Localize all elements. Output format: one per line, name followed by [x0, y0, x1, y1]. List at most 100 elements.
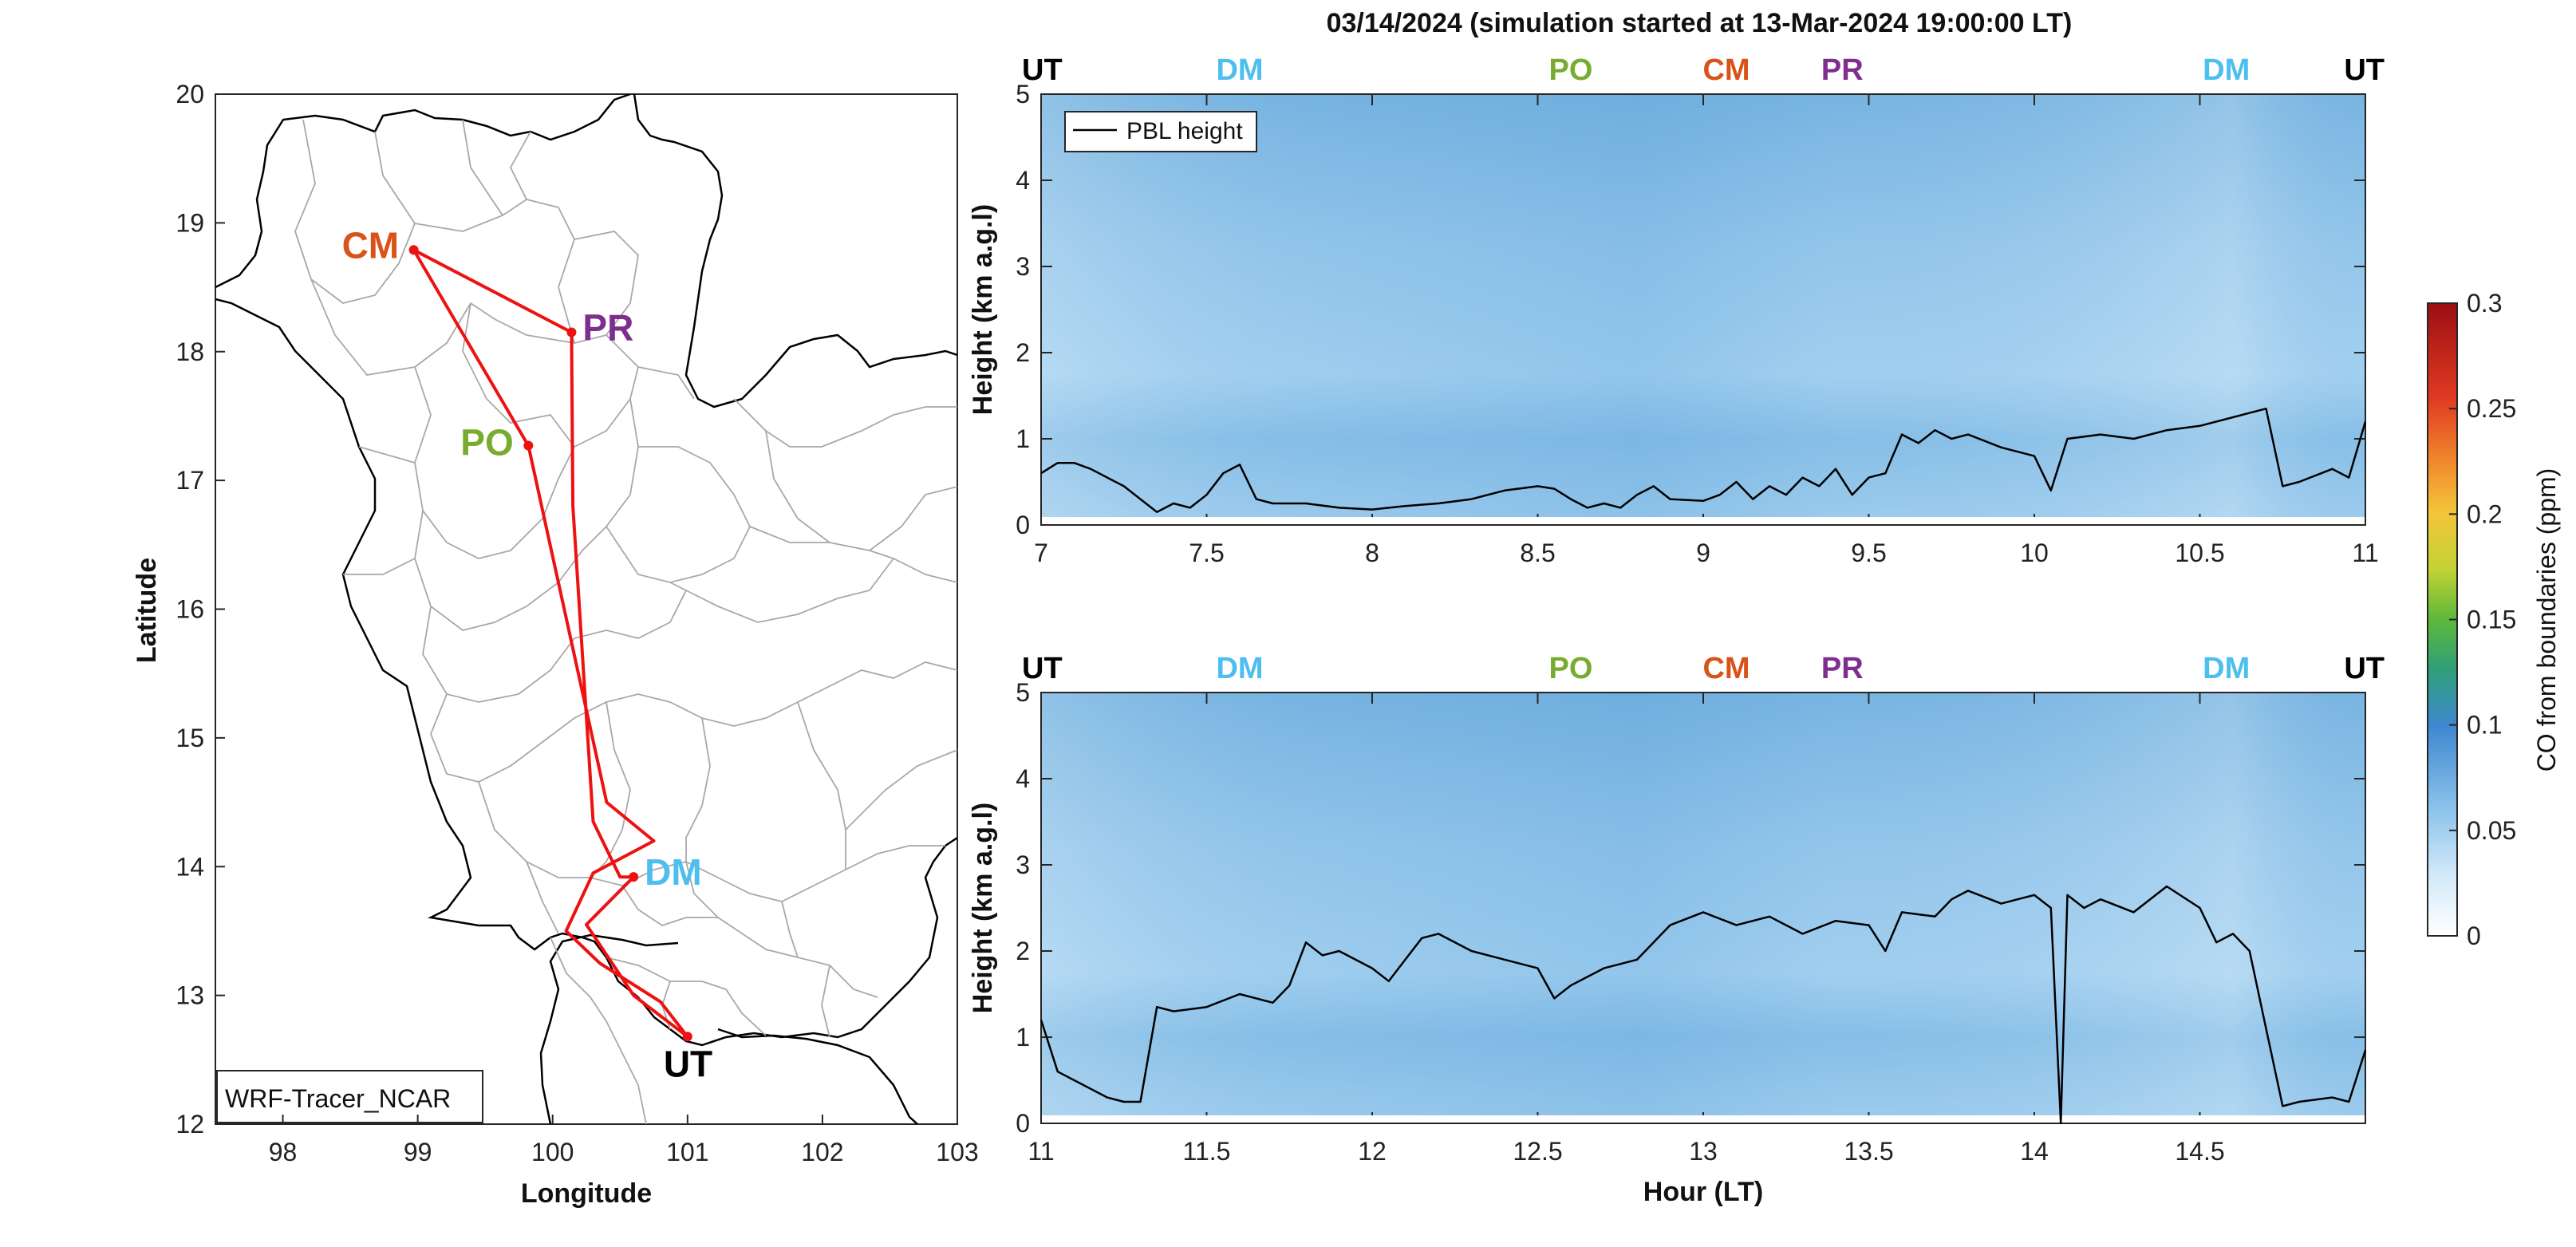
site-marker-po [523, 440, 534, 451]
map-axes-box [215, 93, 958, 1125]
y-tick-label: 3 [1016, 252, 1030, 281]
x-tick-label: 8 [1365, 539, 1379, 567]
site-time-label-ut: UT [1022, 53, 1063, 87]
bottom-y-label: Height (km a.g.l) [968, 803, 998, 1013]
y-tick-label: 2 [1016, 937, 1030, 965]
site-time-label-cm: CM [1702, 53, 1750, 87]
x-tick-label: 11 [2352, 539, 2378, 567]
x-tick-label: 14 [2020, 1137, 2049, 1166]
bottom-site-labels: UT DM PO CM PR DM UT [1022, 652, 2385, 685]
x-tick-label: 11 [1028, 1137, 1054, 1166]
x-tick-label: 7.5 [1189, 539, 1224, 567]
site-time-label-po: PO [1549, 652, 1593, 685]
site-label-cm: CM [342, 224, 400, 266]
colorbar-tick-label: 0.25 [2467, 394, 2516, 423]
map-y-tick-label: 18 [176, 337, 204, 366]
x-tick-label: 11.5 [1183, 1137, 1231, 1166]
x-tick-label: 13 [1689, 1137, 1718, 1166]
site-time-label-dm: DM [1216, 652, 1263, 685]
colorbar-tick-label: 0.1 [2467, 711, 2502, 740]
colorbar-tick-label: 0.3 [2467, 289, 2502, 318]
colorbar-ticks: 0 0.05 0.1 0.15 0.2 0.25 0.3 [2449, 289, 2516, 950]
site-time-label-ut: UT [2344, 53, 2385, 87]
top-pbl-line [1040, 407, 2367, 514]
x-tick-label: 9 [1696, 539, 1710, 567]
pbl-legend-label: PBL height [1126, 118, 1243, 144]
x-tick-label: 12 [1358, 1137, 1387, 1166]
colorbar-tick-label: 0 [2467, 921, 2481, 950]
pbl-legend-box [1064, 111, 1257, 152]
map-x-ticks: 98 99 100 101 102 103 [269, 1115, 979, 1166]
map-x-tick-label: 101 [666, 1138, 708, 1166]
site-label-po: PO [460, 422, 513, 464]
top-curtain-panel: 7 7.5 8 8.5 9 9.5 10 10.5 11 0 1 2 3 4 5 PBL height He… [968, 53, 2385, 567]
site-marker-ut [682, 1032, 692, 1042]
top-co-field-shading [1041, 94, 2365, 525]
y-tick-label: 0 [1016, 511, 1030, 539]
site-label-dm: DM [645, 851, 702, 893]
site-time-label-dm: DM [2203, 53, 2250, 87]
site-time-label-dm: DM [2203, 652, 2250, 685]
y-tick-label: 0 [1016, 1109, 1030, 1138]
map-x-tick-label: 98 [269, 1138, 298, 1166]
site-marker-pr [566, 327, 577, 337]
x-tick-label: 10 [2020, 539, 2049, 567]
site-time-label-ut: UT [2344, 652, 2385, 685]
site-time-label-pr: PR [1821, 652, 1864, 685]
site-markers: CM PR PO DM UT [342, 224, 713, 1084]
x-tick-label: 13.5 [1844, 1137, 1893, 1166]
site-label-pr: PR [582, 307, 633, 349]
map-y-tick-label: 15 [176, 724, 204, 752]
y-tick-label: 4 [1016, 166, 1030, 195]
map-y-tick-label: 19 [176, 208, 204, 237]
y-tick-label: 2 [1016, 338, 1030, 367]
colorbar-tick-label: 0.2 [2467, 499, 2502, 528]
province-boundaries [294, 119, 957, 1124]
y-tick-label: 5 [1016, 678, 1030, 707]
map-y-tick-label: 20 [176, 80, 204, 109]
top-axis-ticks: 7 7.5 8 8.5 9 9.5 10 10.5 11 0 1 2 3 4 5 [1016, 80, 2378, 567]
colorbar: 0 0.05 0.1 0.15 0.2 0.25 0.3 CO from boundarie… [2427, 289, 2561, 950]
y-tick-label: 5 [1016, 80, 1030, 109]
y-tick-label: 1 [1016, 1023, 1030, 1052]
map-x-tick-label: 102 [801, 1138, 843, 1166]
site-time-label-cm: CM [1702, 652, 1750, 685]
colorbar-tick-label: 0.05 [2467, 816, 2516, 845]
x-tick-label: 7 [1034, 539, 1048, 567]
site-time-label-po: PO [1549, 53, 1593, 87]
figure-title: 03/14/2024 (simulation started at 13-Mar… [1327, 8, 2073, 38]
map-y-label: Latitude [132, 558, 162, 663]
map-y-tick-label: 14 [176, 852, 204, 881]
y-tick-label: 1 [1016, 424, 1030, 453]
top-y-label: Height (km a.g.l) [968, 204, 998, 415]
map-y-tick-label: 12 [176, 1110, 204, 1138]
map-y-tick-label: 16 [176, 595, 204, 624]
bottom-x-label: Hour (LT) [1643, 1177, 1763, 1207]
site-time-label-dm: DM [1216, 53, 1263, 87]
map-x-tick-label: 99 [404, 1138, 432, 1166]
site-marker-dm [629, 872, 639, 882]
map-y-tick-label: 17 [176, 466, 204, 495]
map-legend-box [216, 1070, 483, 1123]
map-panel: CM PR PO DM UT WRF-Tracer_NCAR 98 99 100 101 102… [132, 80, 979, 1209]
x-tick-label: 8.5 [1520, 539, 1555, 567]
x-tick-label: 12.5 [1513, 1137, 1562, 1166]
y-tick-label: 4 [1016, 764, 1030, 793]
map-legend-label: WRF-Tracer_NCAR [225, 1084, 451, 1113]
x-tick-label: 10.5 [2175, 539, 2224, 567]
site-time-label-ut: UT [1022, 652, 1063, 685]
surface-strip [1042, 1115, 2365, 1123]
colorbar-label: CO from boundaries (ppm) [2532, 468, 2561, 772]
top-site-labels: UT DM PO CM PR DM UT [1022, 53, 2385, 87]
site-marker-cm [408, 245, 419, 255]
site-time-label-pr: PR [1821, 53, 1864, 87]
colorbar-tick-label: 0.15 [2467, 606, 2516, 634]
bottom-co-field-shading [1041, 693, 2365, 1123]
map-y-ticks: 12 13 14 15 16 17 18 19 20 [176, 80, 225, 1138]
surface-strip [1042, 517, 2365, 524]
country-border [215, 94, 957, 1047]
x-tick-label: 9.5 [1851, 539, 1886, 567]
